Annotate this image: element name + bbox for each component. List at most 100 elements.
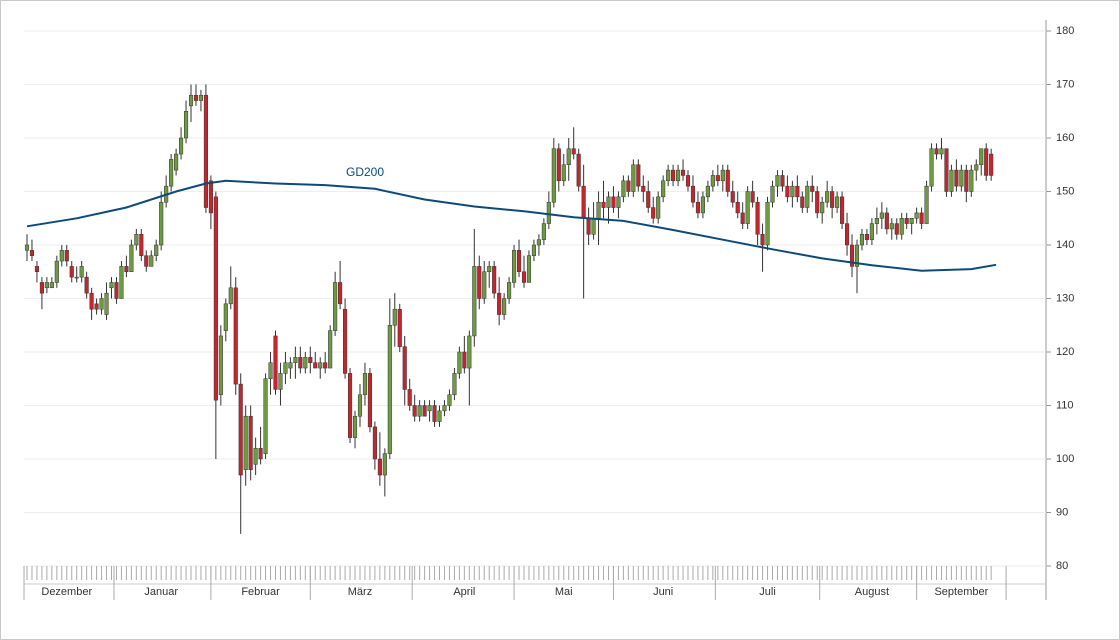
candle-body [203,94,208,208]
candle-body [288,362,293,369]
candle-body [526,255,532,283]
candle-body [884,212,889,230]
candle-body [586,218,591,235]
x-tick-label: September [934,586,988,598]
candle-body [477,266,482,299]
candle-body [835,196,840,208]
candle-body [228,287,233,305]
candle-body [929,148,934,187]
candle-body [472,266,477,337]
candle-body [99,298,104,310]
y-tick-label: 100 [1056,453,1074,465]
candle-body [904,218,909,224]
x-tick-label: Dezember [41,586,92,598]
candle-body [541,223,546,240]
candle-body [690,185,696,203]
candle-body [218,335,223,396]
candle-body [377,458,382,476]
candle-body [179,137,184,155]
candle-body [656,196,661,219]
candle-body [805,185,810,208]
candle-body [144,255,149,267]
candle-body [243,415,248,470]
candle-body [507,282,512,299]
candle-body [556,148,561,182]
x-tick-label: Mai [555,586,573,598]
candle-body [720,169,725,182]
candle-body [705,185,710,198]
candle-body [576,153,581,187]
candle-body [810,185,815,192]
candle-body [889,223,894,230]
candle-body [636,164,641,187]
candle-body [154,244,159,256]
candle-body [661,180,666,198]
candle-body [129,244,134,272]
candle-body [318,362,323,369]
candle-body [949,169,954,192]
candle-body [502,298,507,315]
candle-body [313,362,318,369]
candle-body [352,415,358,438]
y-tick-label: 130 [1056,292,1074,304]
candle-body [174,153,179,171]
candle-body [740,212,745,224]
x-tick-label: April [453,586,475,598]
candle-body [258,448,263,460]
candle-body [54,260,59,283]
y-tick-label: 160 [1056,132,1074,144]
candle-body [94,303,99,310]
candle-body [198,94,203,101]
candle-body [84,276,89,294]
candle-body [248,415,253,470]
x-tick-label: Februar [241,586,280,598]
candle-body [725,169,730,192]
candle-body [343,308,348,374]
candle-body [939,148,944,155]
candle-body [641,185,646,192]
gd200-line [26,179,997,272]
candle-body [293,357,298,363]
candle-body [601,201,606,208]
candle-body [492,266,497,294]
candle-body [74,276,79,279]
candle-body [39,282,44,294]
candle-body [104,292,109,315]
candle-body [139,234,144,256]
candle-body [213,196,218,401]
candle-body [487,266,492,272]
candle-body [611,196,616,208]
candle-body [715,175,720,182]
candle-body [303,357,308,369]
candle-body [64,250,69,262]
candle-body [765,201,770,246]
candle-body [49,282,54,289]
candle-body [114,282,119,299]
candle-body [109,282,114,289]
candle-body [134,234,139,246]
candle-body [845,223,850,246]
candle-body [979,148,984,165]
candle-body [879,212,884,219]
candle-body [735,201,740,214]
candle-body [432,405,437,422]
candle-body [328,330,333,369]
candle-body [516,250,522,273]
candle-body [546,201,551,224]
candle-body [357,394,363,417]
candle-body [695,201,701,214]
x-tick-label: März [348,586,372,598]
candle-body [914,212,919,219]
candle-body [944,148,949,192]
candle-body [397,308,402,347]
candle-body [124,266,129,272]
candle-body [402,346,407,390]
candle-body [407,389,412,406]
candle-body [278,373,283,390]
candle-body [710,175,715,187]
candle-body [969,169,974,192]
candle-body [521,271,527,283]
candle-body [919,212,924,224]
candle-body [283,362,288,374]
candle-body [457,351,462,374]
